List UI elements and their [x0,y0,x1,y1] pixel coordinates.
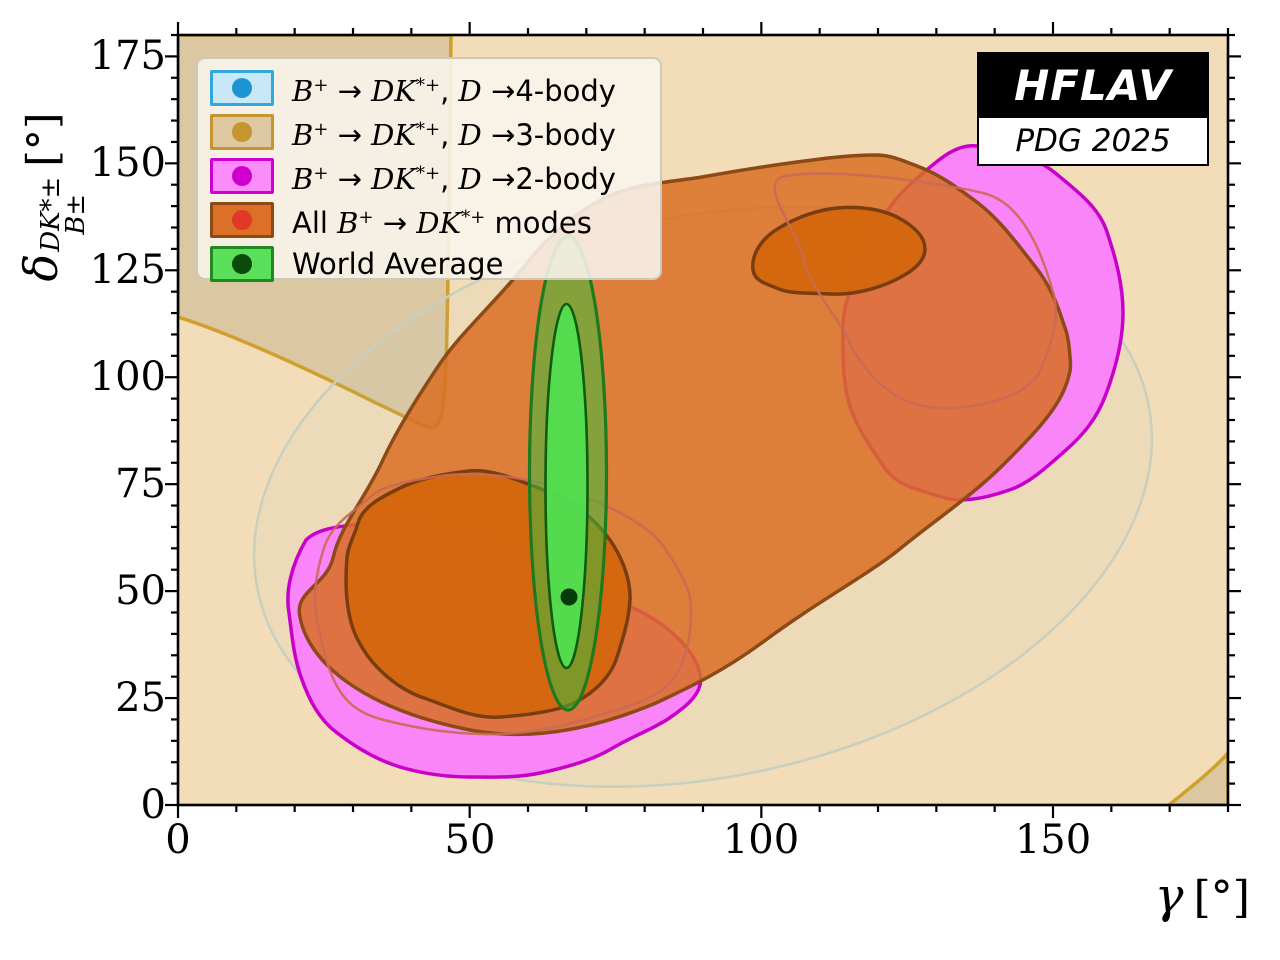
legend-patch-2body [210,158,274,194]
gamma-symbol: γ [1154,868,1184,924]
x-tick-label: 150 [1014,817,1092,863]
contour-2body-1sigma-upper-right [773,172,1057,410]
y-ticks [165,33,1241,807]
legend-patch-4body [210,70,274,106]
legend-label: All B+ → DK*+ modes [292,205,592,240]
legend-patch-3body [210,114,274,150]
legend-item-3body: B+ → DK*+, D →3-body [210,114,616,152]
legend-label: B+ → DK*+, D →2-body [292,161,616,196]
legend-label: B+ → DK*+, D →4-body [292,73,616,108]
legend-dot-icon [232,210,252,230]
legend-dot-icon [232,166,252,186]
hflav-title: HFLAV [977,52,1209,118]
world-average-best-fit-point [560,588,578,606]
legend-dot-icon [232,254,252,274]
hflav-subtitle: PDG 2025 [977,118,1209,166]
x-tick-label: 50 [444,817,496,863]
x-axis-label: γ [°] [1000,868,1250,924]
y-tick-label: 125 [89,247,166,293]
delta-subscript: B± [61,193,91,235]
contour-allmodes-1sigma-upper-right [751,205,927,296]
contour-2body-1sigma-lower-left [313,472,693,736]
y-tick-label: 0 [140,782,166,828]
y-axis-label: δ DK*± B± [°] [14,2,91,392]
y-tick-label: 25 [115,675,166,721]
legend-item-world-average: World Average [210,246,504,282]
x-tick-label: 100 [722,817,800,863]
y-tick-label: 150 [89,140,166,186]
legend-dot-icon [232,78,252,98]
legend-patch-world-average [210,246,274,282]
delta-symbol: δ [14,253,68,282]
legend-item-2body: B+ → DK*+, D →2-body [210,158,616,196]
x-ticks [176,22,1230,818]
hflav-badge: HFLAV PDG 2025 [977,52,1209,166]
x-axis-unit: [°] [1193,872,1250,923]
y-tick-label: 50 [115,568,166,614]
legend-label: B+ → DK*+, D →3-body [292,117,616,152]
legend: B+ → DK*+, D →4-body B+ → DK*+, D →3-bod… [196,57,662,282]
y-tick-label: 175 [89,33,166,79]
legend-item-all-modes: All B+ → DK*+ modes [210,202,592,240]
legend-label: World Average [292,247,504,281]
y-axis-unit: [°] [18,112,67,167]
legend-patch-all-modes [210,202,274,238]
legend-dot-icon [232,122,252,142]
contour-world-average-1sigma [544,302,589,670]
x-tick-label: 0 [165,817,191,863]
y-tick-label: 100 [89,354,166,400]
delta-supsub: DK*± B± [36,177,91,252]
y-tick-label: 75 [115,461,166,507]
legend-item-4body: B+ → DK*+, D →4-body [210,70,616,108]
